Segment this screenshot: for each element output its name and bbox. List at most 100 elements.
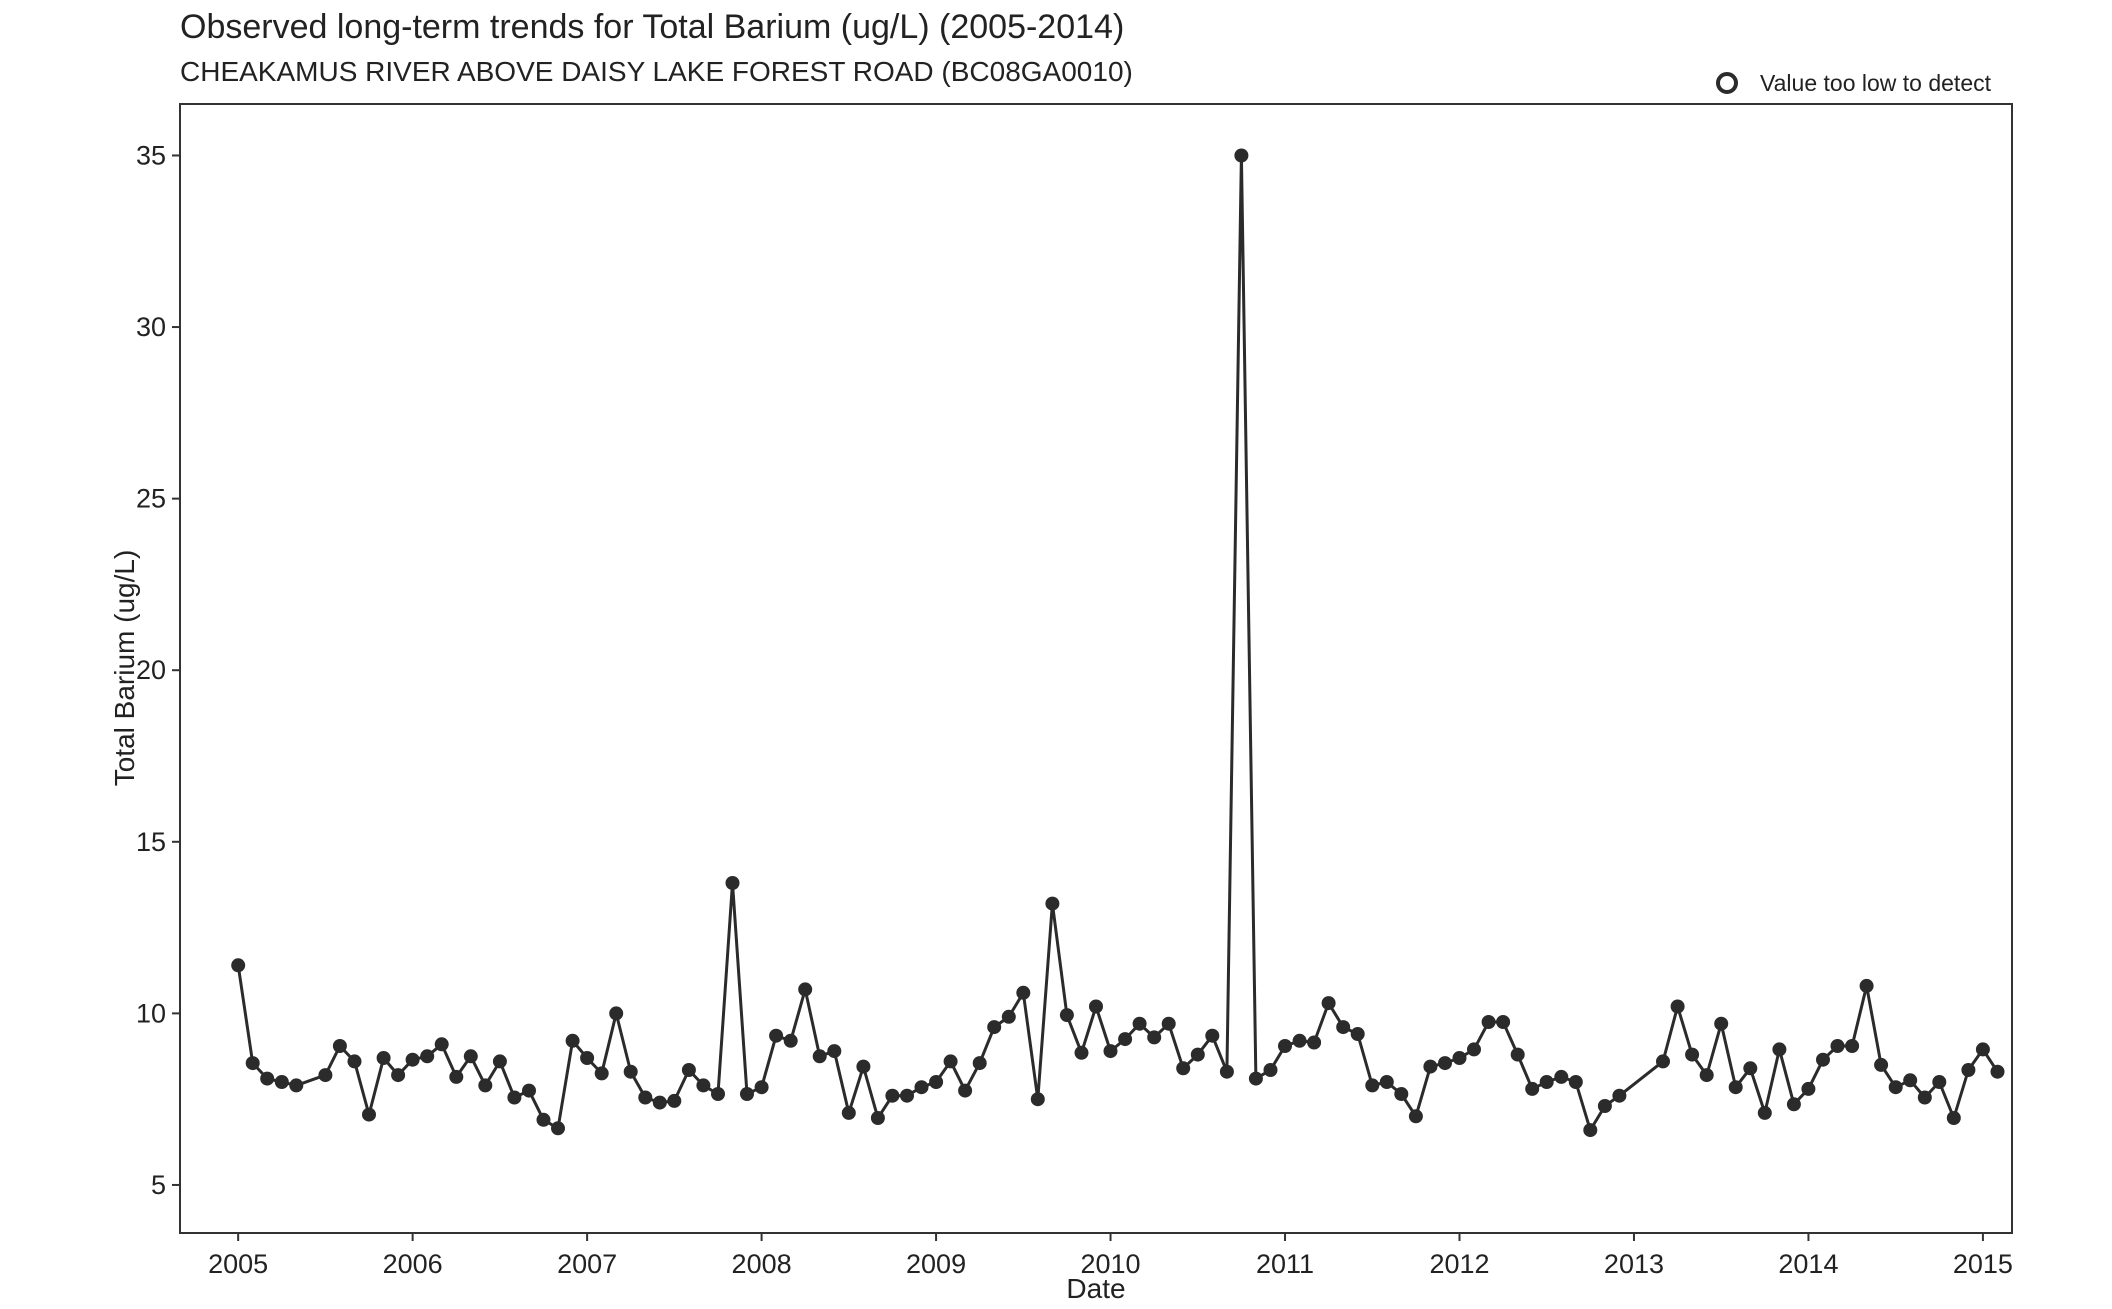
data-point [1743, 1061, 1758, 1076]
x-tick-label: 2013 [1604, 1249, 1664, 1279]
data-point [1583, 1123, 1598, 1138]
data-point [1481, 1015, 1496, 1029]
data-point [434, 1037, 449, 1052]
data-point [1438, 1056, 1452, 1071]
y-tick-label: 20 [136, 655, 166, 685]
data-point [536, 1112, 551, 1127]
data-point [1467, 1042, 1481, 1057]
x-tick-label: 2006 [383, 1249, 443, 1279]
data-point [1568, 1075, 1583, 1089]
data-point [492, 1054, 507, 1069]
x-tick-label: 2008 [732, 1249, 792, 1279]
data-point [900, 1088, 914, 1103]
y-tick-label: 5 [151, 1170, 166, 1200]
data-point [274, 1075, 289, 1089]
data-point [1554, 1069, 1569, 1084]
data-point [1350, 1027, 1365, 1041]
y-tick-label: 25 [136, 484, 166, 514]
x-tick-label: 2007 [557, 1249, 617, 1279]
data-point [376, 1051, 391, 1065]
data-point [1714, 1016, 1729, 1031]
x-tick-label: 2011 [1256, 1249, 1314, 1279]
data-point [1859, 978, 1874, 993]
data-point [914, 1080, 929, 1095]
data-point [1118, 1032, 1133, 1047]
legend-label: Value too low to detect [1760, 69, 1991, 96]
data-point [1772, 1042, 1787, 1057]
data-point [827, 1044, 842, 1059]
data-point [1016, 985, 1031, 1000]
plot-panel [179, 103, 2013, 1234]
data-point [841, 1105, 856, 1120]
data-point [1190, 1047, 1205, 1062]
data-point [754, 1080, 769, 1095]
data-point [1699, 1068, 1714, 1083]
data-point [1234, 148, 1249, 163]
data-point [711, 1087, 725, 1101]
data-point [1816, 1052, 1830, 1067]
data-point [1990, 1064, 2005, 1079]
data-point [405, 1052, 420, 1067]
data-point [318, 1068, 333, 1083]
data-point [943, 1054, 958, 1069]
data-point [1903, 1073, 1918, 1088]
x-tick-label: 2010 [1081, 1249, 1141, 1279]
data-point [1089, 999, 1103, 1014]
data-point [1205, 1028, 1220, 1043]
data-point [1321, 996, 1336, 1011]
data-point [1728, 1080, 1743, 1095]
data-point [870, 1111, 885, 1125]
data-point [987, 1020, 1002, 1035]
data-point [638, 1090, 653, 1105]
data-point [1161, 1016, 1176, 1031]
data-point [1786, 1097, 1801, 1112]
data-point [565, 1033, 580, 1048]
data-point [667, 1093, 682, 1108]
data-point [580, 1051, 595, 1065]
data-point [1525, 1081, 1540, 1096]
data-point [1670, 999, 1685, 1014]
data-point [798, 982, 813, 997]
x-axis-title: Date [1066, 1273, 1125, 1304]
data-point [1597, 1099, 1612, 1113]
y-axis: 5 10 15 20 25 30 35 [136, 140, 180, 1200]
data-point [463, 1049, 478, 1064]
data-point [1932, 1075, 1947, 1089]
data-point [1917, 1090, 1932, 1105]
data-point [289, 1078, 304, 1093]
data-point [391, 1068, 406, 1083]
x-tick-label: 2014 [1778, 1249, 1838, 1279]
data-point [769, 1028, 784, 1043]
x-tick-label: 2009 [906, 1249, 966, 1279]
data-point [1510, 1047, 1525, 1062]
data-point [332, 1039, 347, 1053]
data-point [1307, 1035, 1322, 1050]
data-point [362, 1107, 376, 1122]
data-point [1292, 1033, 1307, 1048]
y-tick-label: 35 [136, 140, 166, 170]
data-point [1147, 1030, 1162, 1045]
data-point [1612, 1088, 1627, 1103]
data-point [856, 1059, 871, 1074]
data-point [725, 876, 740, 890]
data-point [696, 1078, 711, 1093]
data-point [885, 1088, 900, 1103]
data-point [1059, 1008, 1074, 1023]
x-tick-label: 2012 [1429, 1249, 1489, 1279]
legend: Value too low to detect [1716, 66, 1991, 100]
data-point [1263, 1063, 1278, 1077]
data-point [1888, 1080, 1903, 1095]
data-point [740, 1087, 754, 1101]
data-point [1845, 1039, 1860, 1053]
data-point [260, 1071, 275, 1086]
data-point [1975, 1042, 1990, 1057]
data-point [420, 1049, 435, 1064]
y-axis-title: Total Barium (ug/L) [109, 550, 140, 787]
data-point [1394, 1087, 1409, 1101]
data-point [652, 1095, 667, 1110]
data-point [1248, 1071, 1263, 1086]
data-point [1496, 1015, 1511, 1029]
data-point [347, 1054, 362, 1069]
data-point [1379, 1075, 1394, 1089]
